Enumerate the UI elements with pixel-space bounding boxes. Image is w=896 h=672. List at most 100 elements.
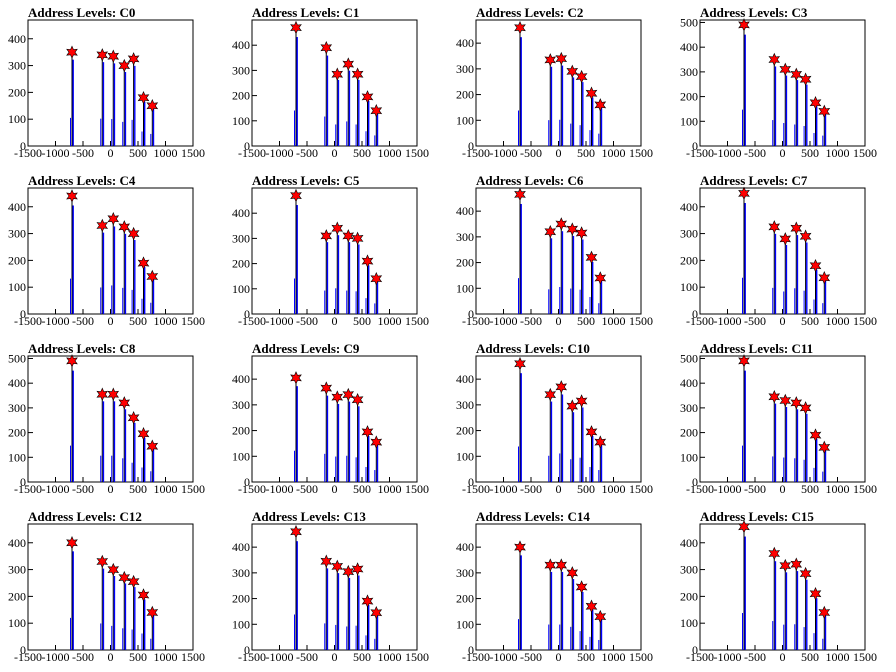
y-tick-label: 0 <box>244 139 250 153</box>
chart-plot: -1500 -1000 -500 0 500 1000 1500 0 100 200 300 400 <box>456 19 653 160</box>
x-tick-label: -1500 <box>238 650 266 664</box>
y-tick-label: 400 <box>456 36 474 50</box>
peak-marker <box>96 48 109 62</box>
x-tick-label: -1500 <box>462 314 490 328</box>
peak-marker <box>768 220 781 234</box>
peak-marker <box>799 72 812 87</box>
x-tick-label: 500 <box>129 482 147 496</box>
plot-frame <box>27 355 194 483</box>
x-tick-label: -1500 <box>686 146 714 160</box>
x-tick-label: 1500 <box>405 146 429 160</box>
peak-marker <box>544 224 557 239</box>
x-tick-label: -1000 <box>490 314 518 328</box>
peak-marker <box>809 96 822 110</box>
chart-panel-5: Address Levels: C5 -1500 -1000 -500 0 500 1000… <box>224 168 448 336</box>
y-tick-label: 300 <box>680 227 698 241</box>
peak-marker <box>790 557 803 571</box>
x-tick-label: -1000 <box>266 146 294 160</box>
x-tick-label: 0 <box>108 650 114 664</box>
y-tick-label: 0 <box>20 307 26 321</box>
y-tick-label: 500 <box>680 351 698 365</box>
y-tick-label: 0 <box>692 139 698 153</box>
chart-title: Address Levels: C13 <box>252 509 366 524</box>
peak-marker <box>370 103 383 118</box>
y-tick-label: 100 <box>232 114 250 128</box>
y-tick-label: 400 <box>456 204 474 218</box>
x-tick-label: 1000 <box>154 314 178 328</box>
y-tick-label: 100 <box>232 617 250 631</box>
x-tick-label: 1000 <box>154 650 178 664</box>
y-tick-label: 200 <box>680 90 698 104</box>
peak-marker <box>738 186 750 201</box>
x-tick-label: -1500 <box>238 482 266 496</box>
y-tick-label: 300 <box>232 398 250 412</box>
peak-marker <box>320 40 333 55</box>
x-tick-label: -1000 <box>490 482 518 496</box>
x-tick-label: -1000 <box>490 650 518 664</box>
peak-marker <box>514 540 526 554</box>
y-tick-label: 100 <box>8 450 26 464</box>
peak-marker <box>575 226 588 240</box>
chart-title: Address Levels: C14 <box>476 509 590 524</box>
x-tick-label: 500 <box>129 314 147 328</box>
x-tick-label: 1500 <box>181 482 205 496</box>
x-tick-label: 500 <box>577 314 595 328</box>
y-tick-label: 0 <box>468 643 474 657</box>
x-tick-label: -500 <box>744 146 766 160</box>
y-tick-label: 0 <box>20 139 26 153</box>
plot-frame <box>699 355 866 483</box>
peak-marker <box>331 67 344 81</box>
x-tick-label: -500 <box>296 650 318 664</box>
x-tick-label: -1500 <box>686 482 714 496</box>
peak-marker <box>566 399 579 413</box>
x-tick-label: -500 <box>296 146 318 160</box>
x-tick-label: 1000 <box>826 146 850 160</box>
x-tick-label: 1500 <box>629 146 653 160</box>
peak-marker <box>575 394 588 408</box>
peak-marker <box>566 566 579 580</box>
peak-marker <box>738 519 750 534</box>
peak-marker <box>118 570 131 585</box>
peak-marker <box>331 559 344 574</box>
peak-marker <box>137 588 150 602</box>
plot-frame <box>699 187 866 315</box>
x-tick-label: 0 <box>108 482 114 496</box>
chart-title: Address Levels: C15 <box>700 509 814 524</box>
peak-marker <box>66 536 78 550</box>
peak-marker <box>544 53 557 67</box>
peak-marker <box>361 254 374 268</box>
peak-marker <box>585 425 598 439</box>
y-tick-label: 400 <box>232 540 250 554</box>
peak-marker <box>566 222 579 236</box>
x-tick-label: 500 <box>801 482 819 496</box>
peak-marker <box>290 188 302 203</box>
x-tick-label: -500 <box>520 482 542 496</box>
x-tick-label: 500 <box>353 314 371 328</box>
chart-title: Address Levels: C8 <box>28 341 136 356</box>
chart-plot: -1500 -1000 -500 0 500 1000 1500 0 100 200 300 400 <box>680 519 877 664</box>
chart-plot: -1500 -1000 -500 0 500 1000 1500 0 100 200 300 400 <box>456 523 653 664</box>
peak-marker <box>361 90 374 104</box>
peak-marker <box>370 605 383 620</box>
x-tick-label: 1000 <box>602 482 626 496</box>
y-tick-label: 300 <box>680 401 698 415</box>
x-tick-label: -1000 <box>490 146 518 160</box>
chart-panel-9: Address Levels: C9 -1500 -1000 -500 0 500 1000… <box>224 336 448 504</box>
peak-marker <box>320 554 333 569</box>
x-tick-label: -1500 <box>686 314 714 328</box>
x-tick-label: 1500 <box>181 146 205 160</box>
x-tick-label: -1500 <box>462 482 490 496</box>
y-tick-label: 400 <box>456 372 474 386</box>
peak-marker <box>566 64 579 79</box>
peak-marker <box>137 256 150 270</box>
chart-title: Address Levels: C5 <box>252 173 360 188</box>
peak-marker <box>738 354 750 368</box>
chart-panel-3: Address Levels: C3 -1500 -1000 -500 0 500 1000… <box>672 0 896 168</box>
peak-marker <box>514 187 526 202</box>
y-tick-label: 400 <box>680 536 698 550</box>
chart-panel-8: Address Levels: C8 -1500 -1000 -500 0 500 1000… <box>0 336 224 504</box>
peak-marker <box>66 189 78 203</box>
peak-marker <box>779 62 792 77</box>
chart-panel-7: Address Levels: C7 -1500 -1000 -500 0 500 1000… <box>672 168 896 336</box>
y-tick-label: 400 <box>8 376 26 390</box>
